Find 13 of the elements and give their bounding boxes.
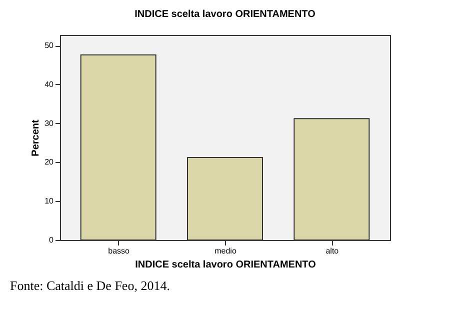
x-axis-title: INDICE scelta lavoro ORIENTAMENTO [135,260,316,270]
y-axis-title: Percent [30,118,42,156]
x-tick-label: medio [214,246,237,256]
y-tick-label: 50 [44,41,54,50]
y-tick-label: 40 [44,80,54,89]
y-tick-label: 30 [44,118,54,128]
y-tick-label: 0 [49,236,54,244]
source-note: Fonte: Cataldi e De Feo, 2014. [10,278,170,293]
x-tick-label: basso [108,246,130,256]
y-tick-label: 10 [44,196,54,206]
x-tick-label: alto [326,246,340,256]
y-tick-label: 20 [44,158,54,167]
chart-title: INDICE scelta lavoro ORIENTAMENTO [134,9,316,20]
